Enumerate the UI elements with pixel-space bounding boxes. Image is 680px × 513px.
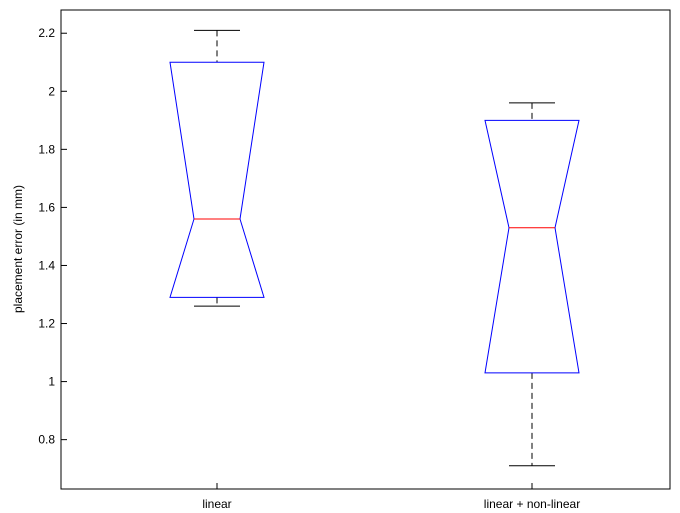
y-tick-label: 1.8 bbox=[38, 142, 55, 156]
y-axis-ticks: 0.8 1 1.2 1.4 1.6 1.8 2 2.2 bbox=[38, 26, 67, 447]
y-tick-label: 1.2 bbox=[38, 317, 55, 331]
plot-area bbox=[60, 9, 671, 490]
y-tick-label: 1.4 bbox=[38, 258, 55, 272]
y-tick-label: 2.2 bbox=[38, 26, 55, 40]
y-tick-label: 2 bbox=[48, 84, 55, 98]
box-0 bbox=[169, 29, 265, 307]
y-tick-label: 1.6 bbox=[38, 200, 55, 214]
x-tick-label: linear + non-linear bbox=[484, 497, 580, 511]
boxes-group bbox=[169, 29, 580, 467]
notched-box bbox=[484, 119, 580, 374]
axes-frame bbox=[60, 9, 671, 490]
notched-box bbox=[169, 61, 265, 298]
box-1 bbox=[484, 102, 580, 467]
y-tick-label: 0.8 bbox=[38, 433, 55, 447]
x-tick-label: linear bbox=[202, 497, 231, 511]
y-axis-label: placement error (in mm) bbox=[11, 185, 25, 313]
x-axis-ticks: linear linear + non-linear bbox=[202, 483, 580, 511]
y-tick-label: 1 bbox=[48, 375, 55, 389]
